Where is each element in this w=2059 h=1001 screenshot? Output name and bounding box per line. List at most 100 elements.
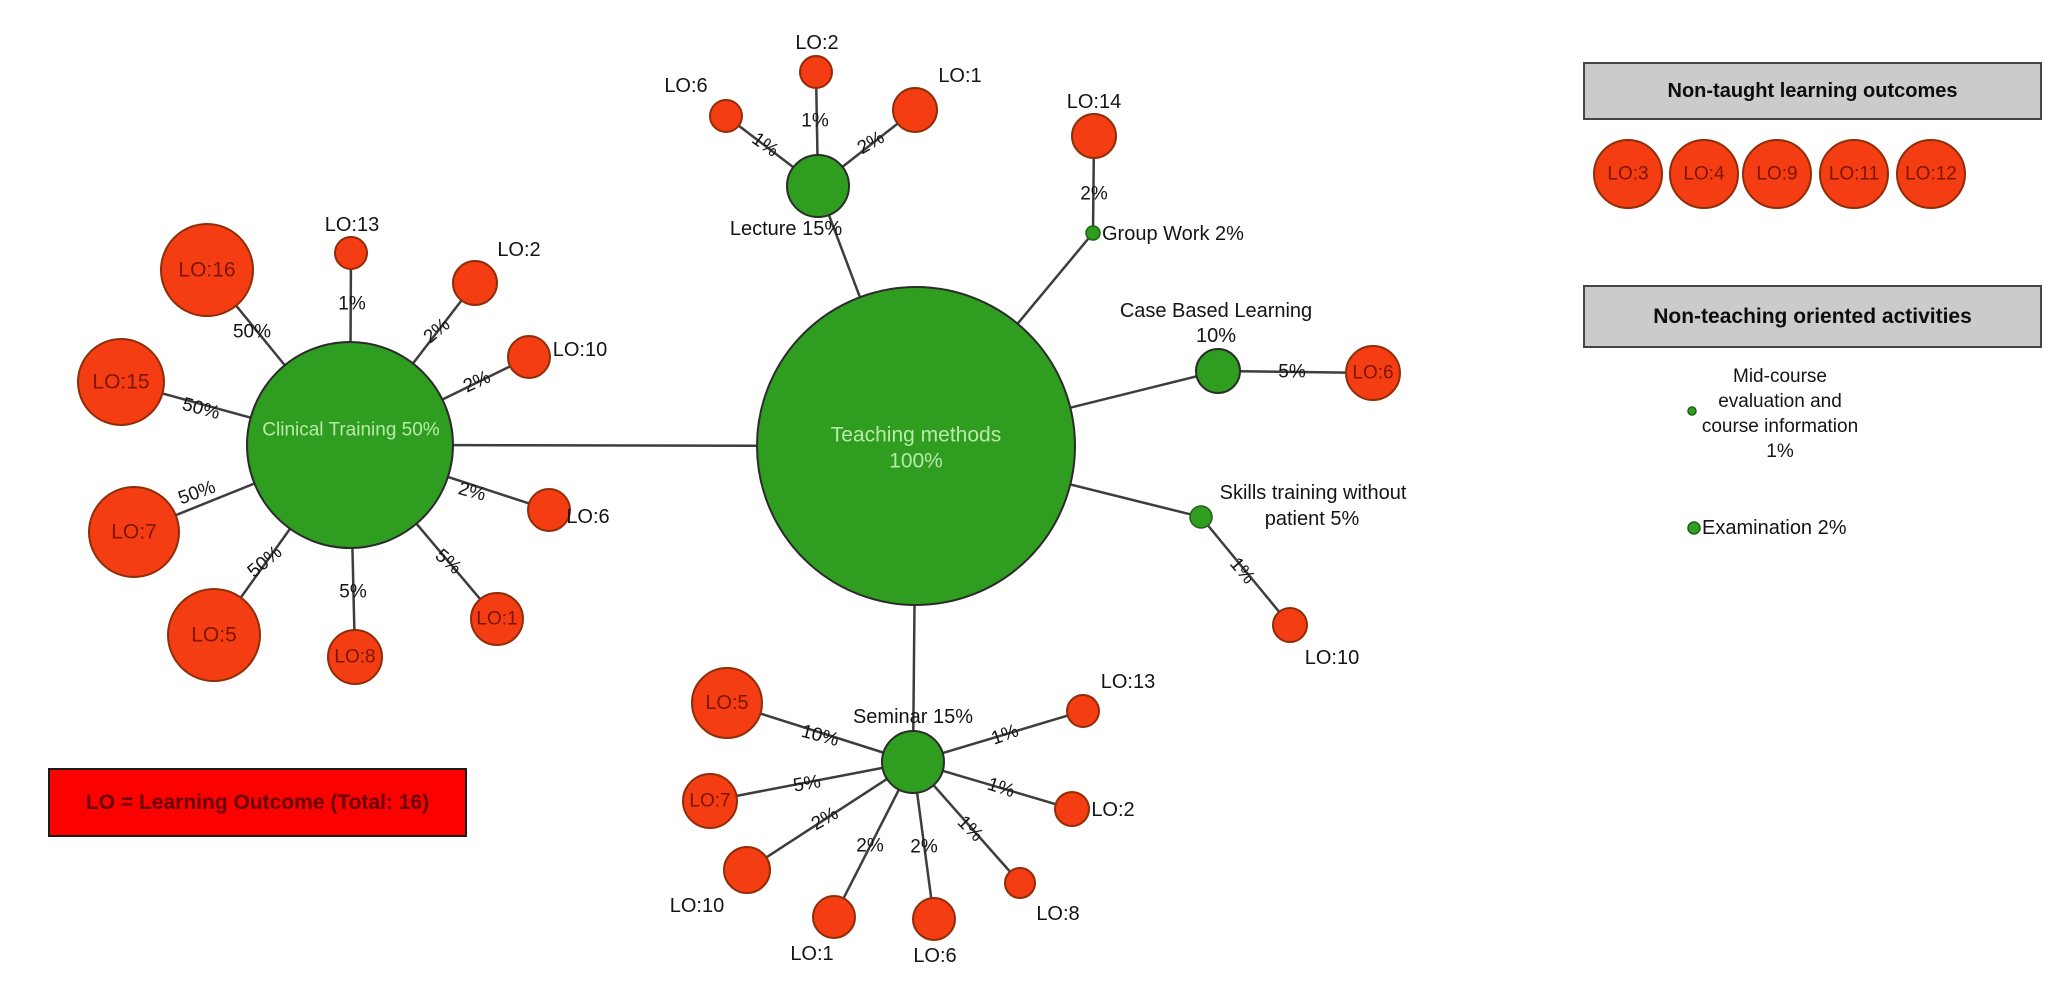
edge-cbl-cb6 [1239, 370, 1347, 374]
edge-skills-sk10 [1207, 524, 1281, 613]
label-g14-0: LO:14 [1067, 91, 1121, 113]
edge-teaching-cbl [1070, 375, 1197, 409]
node-cbl [1195, 348, 1241, 394]
node-s1 [812, 895, 856, 939]
node-c5 [167, 588, 261, 682]
label-c13-0: LO:13 [325, 214, 379, 236]
edge-seminar-s8 [932, 784, 1011, 873]
node-s10 [723, 846, 771, 894]
edge-clinical-c2 [411, 299, 463, 365]
edge-label-lecture-l2: 1% [801, 111, 829, 132]
label-sk10-0: LO:10 [1305, 647, 1359, 669]
label-l6-0: LO:6 [664, 75, 707, 97]
label-p11-0: LO:11 [1829, 164, 1879, 185]
edge-clinical-c6 [447, 475, 530, 505]
node-lecture [786, 154, 850, 218]
node-s7 [682, 773, 738, 829]
edge-seminar-s5 [759, 712, 884, 754]
node-examdot [1687, 521, 1701, 535]
label-l1-0: LO:1 [938, 65, 981, 87]
node-p12 [1896, 139, 1966, 209]
examination-label: Examination 2% [1702, 517, 1847, 539]
edge-seminar-s10 [765, 777, 888, 859]
edge-label-clinical-c15: 50% [180, 394, 222, 424]
label-c10-0: LO:10 [553, 339, 607, 361]
node-l1 [892, 87, 938, 133]
node-l2 [799, 55, 833, 89]
node-clinical [246, 341, 454, 549]
label-s5-0: LO:5 [705, 692, 748, 714]
node-c2 [452, 260, 498, 306]
label-l2-0: LO:2 [795, 32, 838, 54]
label-s10-0: LO:10 [670, 895, 724, 917]
edge-clinical-c8 [351, 547, 356, 631]
non-taught-outcomes-header: Non-taught learning outcomes [1583, 62, 2042, 120]
label-c7-0: LO:7 [111, 521, 157, 544]
label-seminar-0: Seminar 15% [853, 706, 973, 728]
edge-label-lecture-l6: 1% [748, 129, 783, 162]
label-p12-0: LO:12 [1905, 164, 1957, 185]
label-groupwork-0: Group Work 2% [1102, 223, 1244, 245]
edge-lecture-l2 [815, 87, 819, 156]
label-c15-0: LO:15 [92, 371, 149, 394]
node-s5 [691, 667, 763, 739]
node-c6 [527, 488, 571, 532]
label-c2-0: LO:2 [497, 239, 540, 261]
non-teaching-activities-title: Non-teaching oriented activities [1653, 304, 1972, 328]
edge-label-clinical-c2: 2% [420, 314, 455, 348]
node-l6 [709, 99, 743, 133]
edge-label-seminar-s10: 2% [808, 803, 842, 835]
legend-text: LO = Learning Outcome (Total: 16) [85, 790, 430, 814]
edge-label-clinical-c13: 1% [338, 294, 366, 315]
edge-teaching-seminar [912, 604, 916, 732]
label-c5-0: LO:5 [191, 624, 237, 647]
node-s6 [912, 897, 956, 941]
edge-lecture-l1 [841, 122, 899, 168]
edge-label-cbl-cb6: 5% [1278, 362, 1306, 383]
label-cb6-0: LO:6 [1352, 363, 1393, 384]
legend-box: LO = Learning Outcome (Total: 16) [48, 768, 467, 837]
edge-clinical-c15 [162, 392, 252, 419]
label-lecture-0: Lecture 15% [730, 218, 843, 240]
node-s8 [1004, 867, 1036, 899]
label-p9-0: LO:9 [1756, 164, 1797, 185]
node-c1 [470, 592, 524, 646]
node-c7 [88, 486, 180, 578]
label-s8-0: LO:8 [1036, 903, 1079, 925]
label-skills-1: patient 5% [1265, 508, 1360, 530]
edge-label-clinical-c5: 50% [244, 542, 287, 583]
edge-label-seminar-s5: 10% [799, 721, 841, 751]
node-p9 [1742, 139, 1812, 209]
node-c13 [334, 236, 368, 270]
node-teaching [756, 286, 1076, 606]
edge-seminar-s6 [915, 792, 933, 899]
edge-groupwork-g14 [1091, 157, 1096, 227]
edge-teaching-lecture [827, 214, 862, 298]
edge-label-groupwork-g14: 2% [1080, 184, 1108, 205]
label-p3-0: LO:3 [1607, 164, 1648, 185]
node-groupwork [1085, 225, 1101, 241]
edge-label-clinical-c16: 50% [233, 322, 271, 343]
non-teaching-activities-header: Non-teaching oriented activities [1583, 285, 2042, 348]
edge-clinical-c10 [441, 365, 511, 401]
node-sk10 [1272, 607, 1308, 643]
label-c16-0: LO:16 [178, 259, 235, 282]
label-cbl-0: Case Based Learning [1120, 300, 1312, 322]
edge-clinical-c16 [235, 304, 286, 367]
edge-label-clinical-c6: 2% [456, 478, 488, 505]
edge-seminar-s7 [736, 766, 883, 798]
node-p11 [1819, 139, 1889, 209]
edge-label-clinical-c7: 50% [176, 477, 219, 510]
edge-label-seminar-s13: 1% [989, 720, 1022, 749]
edge-label-seminar-s7: 5% [792, 771, 823, 796]
edge-lecture-l6 [737, 124, 795, 169]
node-c16 [160, 223, 254, 317]
label-skills-0: Skills training without [1220, 482, 1407, 504]
edge-clinical-c5 [239, 528, 292, 599]
edge-seminar-s2 [942, 769, 1057, 806]
label-teaching-1: 100% [889, 450, 943, 473]
non-taught-outcomes-title: Non-taught learning outcomes [1667, 79, 1958, 102]
label-s7-0: LO:7 [689, 791, 730, 812]
label-cbl-1: 10% [1196, 325, 1236, 347]
node-g14 [1071, 113, 1117, 159]
